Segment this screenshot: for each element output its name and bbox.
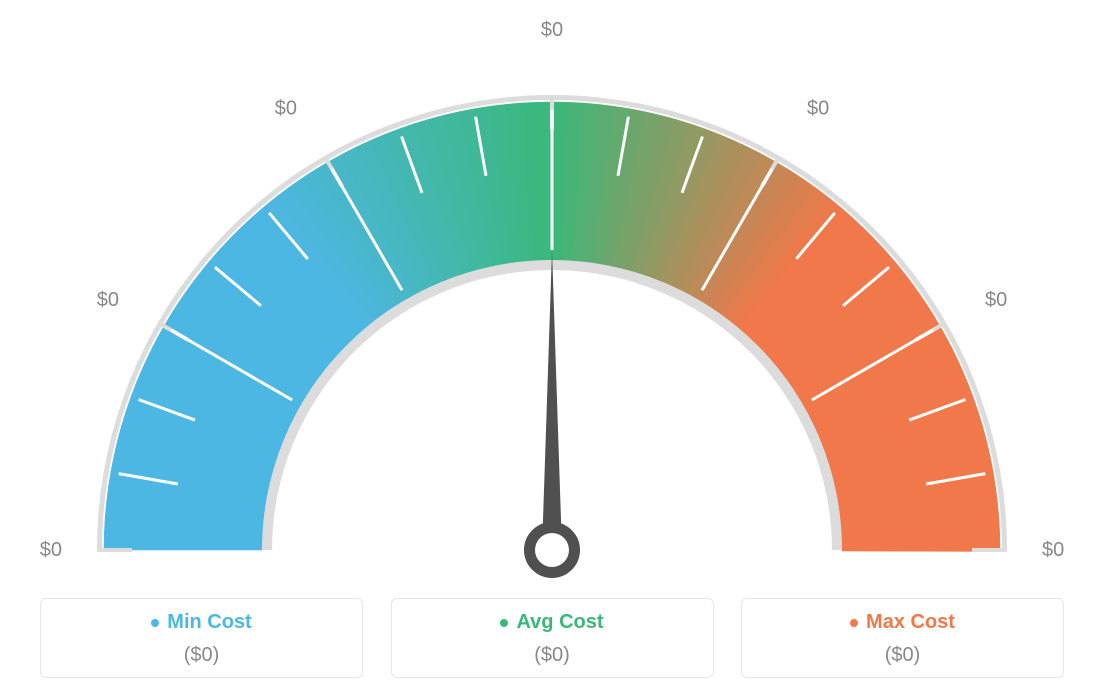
legend-label-min-text: Min Cost	[167, 611, 251, 634]
legend-dot-max	[850, 619, 858, 627]
legend-dot-min	[151, 619, 159, 627]
legend-label-min: Min Cost	[151, 611, 251, 634]
legend-row: Min Cost ($0) Avg Cost ($0) Max Cost ($0…	[0, 598, 1104, 678]
legend-value-min: ($0)	[41, 644, 362, 667]
legend-value-max: ($0)	[742, 644, 1063, 667]
needle	[542, 250, 562, 550]
legend-value-avg: ($0)	[392, 644, 713, 667]
legend-label-avg: Avg Cost	[500, 611, 603, 634]
needle-hub-center	[535, 533, 569, 567]
tick-label: $0	[541, 19, 563, 41]
tick-label: $0	[275, 97, 297, 119]
legend-box-avg: Avg Cost ($0)	[391, 598, 714, 678]
gauge-area: $0 $0 $0 $0 $0 $0 $0	[0, 0, 1104, 560]
gauge-chart-container: $0 $0 $0 $0 $0 $0 $0 Min Cost ($0) Avg Cost ($…	[0, 0, 1104, 690]
tick-label: $0	[807, 97, 829, 119]
legend-box-max: Max Cost ($0)	[741, 598, 1064, 678]
gauge-svg: $0 $0 $0 $0 $0 $0 $0	[0, 0, 1104, 600]
legend-dot-avg	[500, 619, 508, 627]
tick-label: $0	[985, 289, 1007, 311]
legend-box-min: Min Cost ($0)	[40, 598, 363, 678]
tick-label: $0	[40, 539, 62, 561]
tick-label: $0	[97, 289, 119, 311]
legend-label-max: Max Cost	[850, 611, 955, 634]
legend-label-max-text: Max Cost	[866, 611, 955, 634]
tick-label: $0	[1042, 539, 1064, 561]
legend-label-avg-text: Avg Cost	[516, 611, 603, 634]
